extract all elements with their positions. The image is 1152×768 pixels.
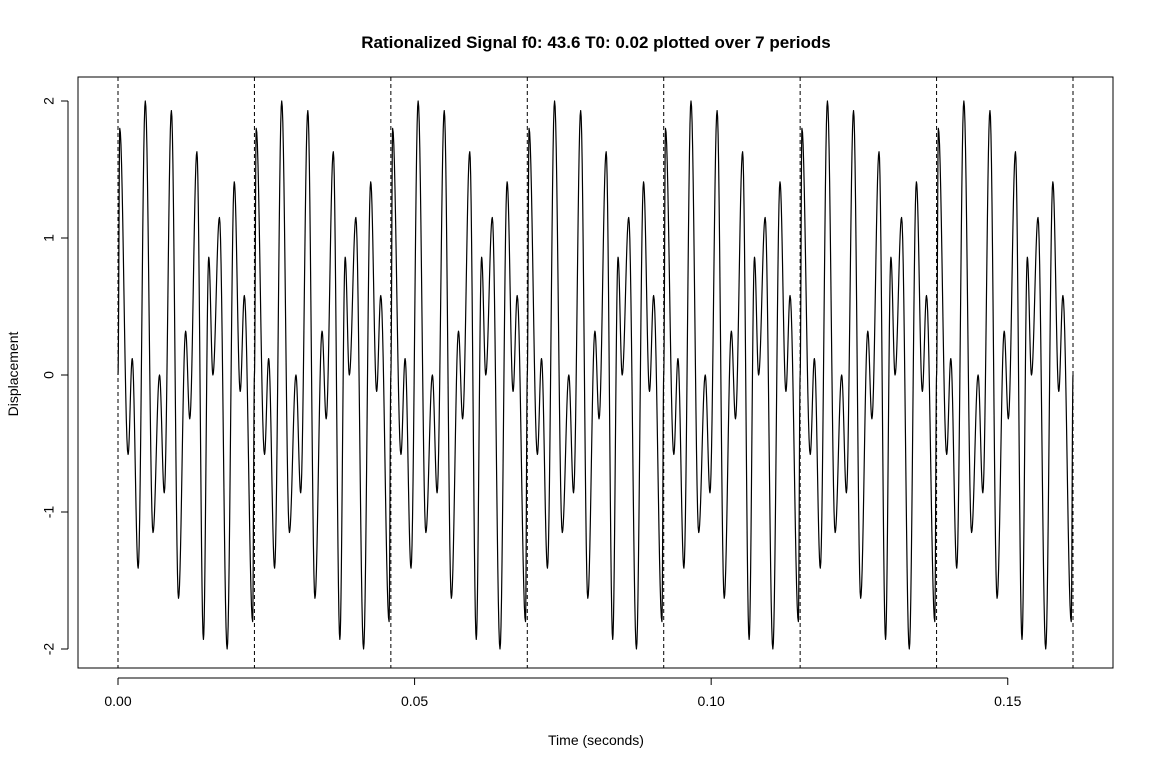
y-axis: -2 -1 0 1 2 (41, 97, 69, 656)
x-axis: 0.00 0.05 0.10 0.15 (104, 677, 1022, 709)
y-tick-label: 0 (41, 371, 57, 379)
y-tick-label: -2 (41, 643, 57, 656)
x-tick-label: 0.10 (698, 693, 725, 709)
y-axis-label: Displacement (5, 331, 21, 416)
series-layer (117, 100, 1074, 650)
signal-line (117, 100, 1074, 650)
y-tick-label: -1 (41, 506, 57, 519)
x-tick-label: 0.15 (994, 693, 1021, 709)
plot-frame (77, 76, 1114, 669)
x-axis-label: Time (seconds) (548, 732, 644, 748)
y-tick-label: 1 (41, 234, 57, 242)
chart-title: Rationalized Signal f0: 43.6 T0: 0.02 pl… (361, 33, 831, 52)
y-tick-label: 2 (41, 97, 57, 105)
x-tick-label: 0.00 (104, 693, 131, 709)
x-tick-label: 0.05 (401, 693, 428, 709)
